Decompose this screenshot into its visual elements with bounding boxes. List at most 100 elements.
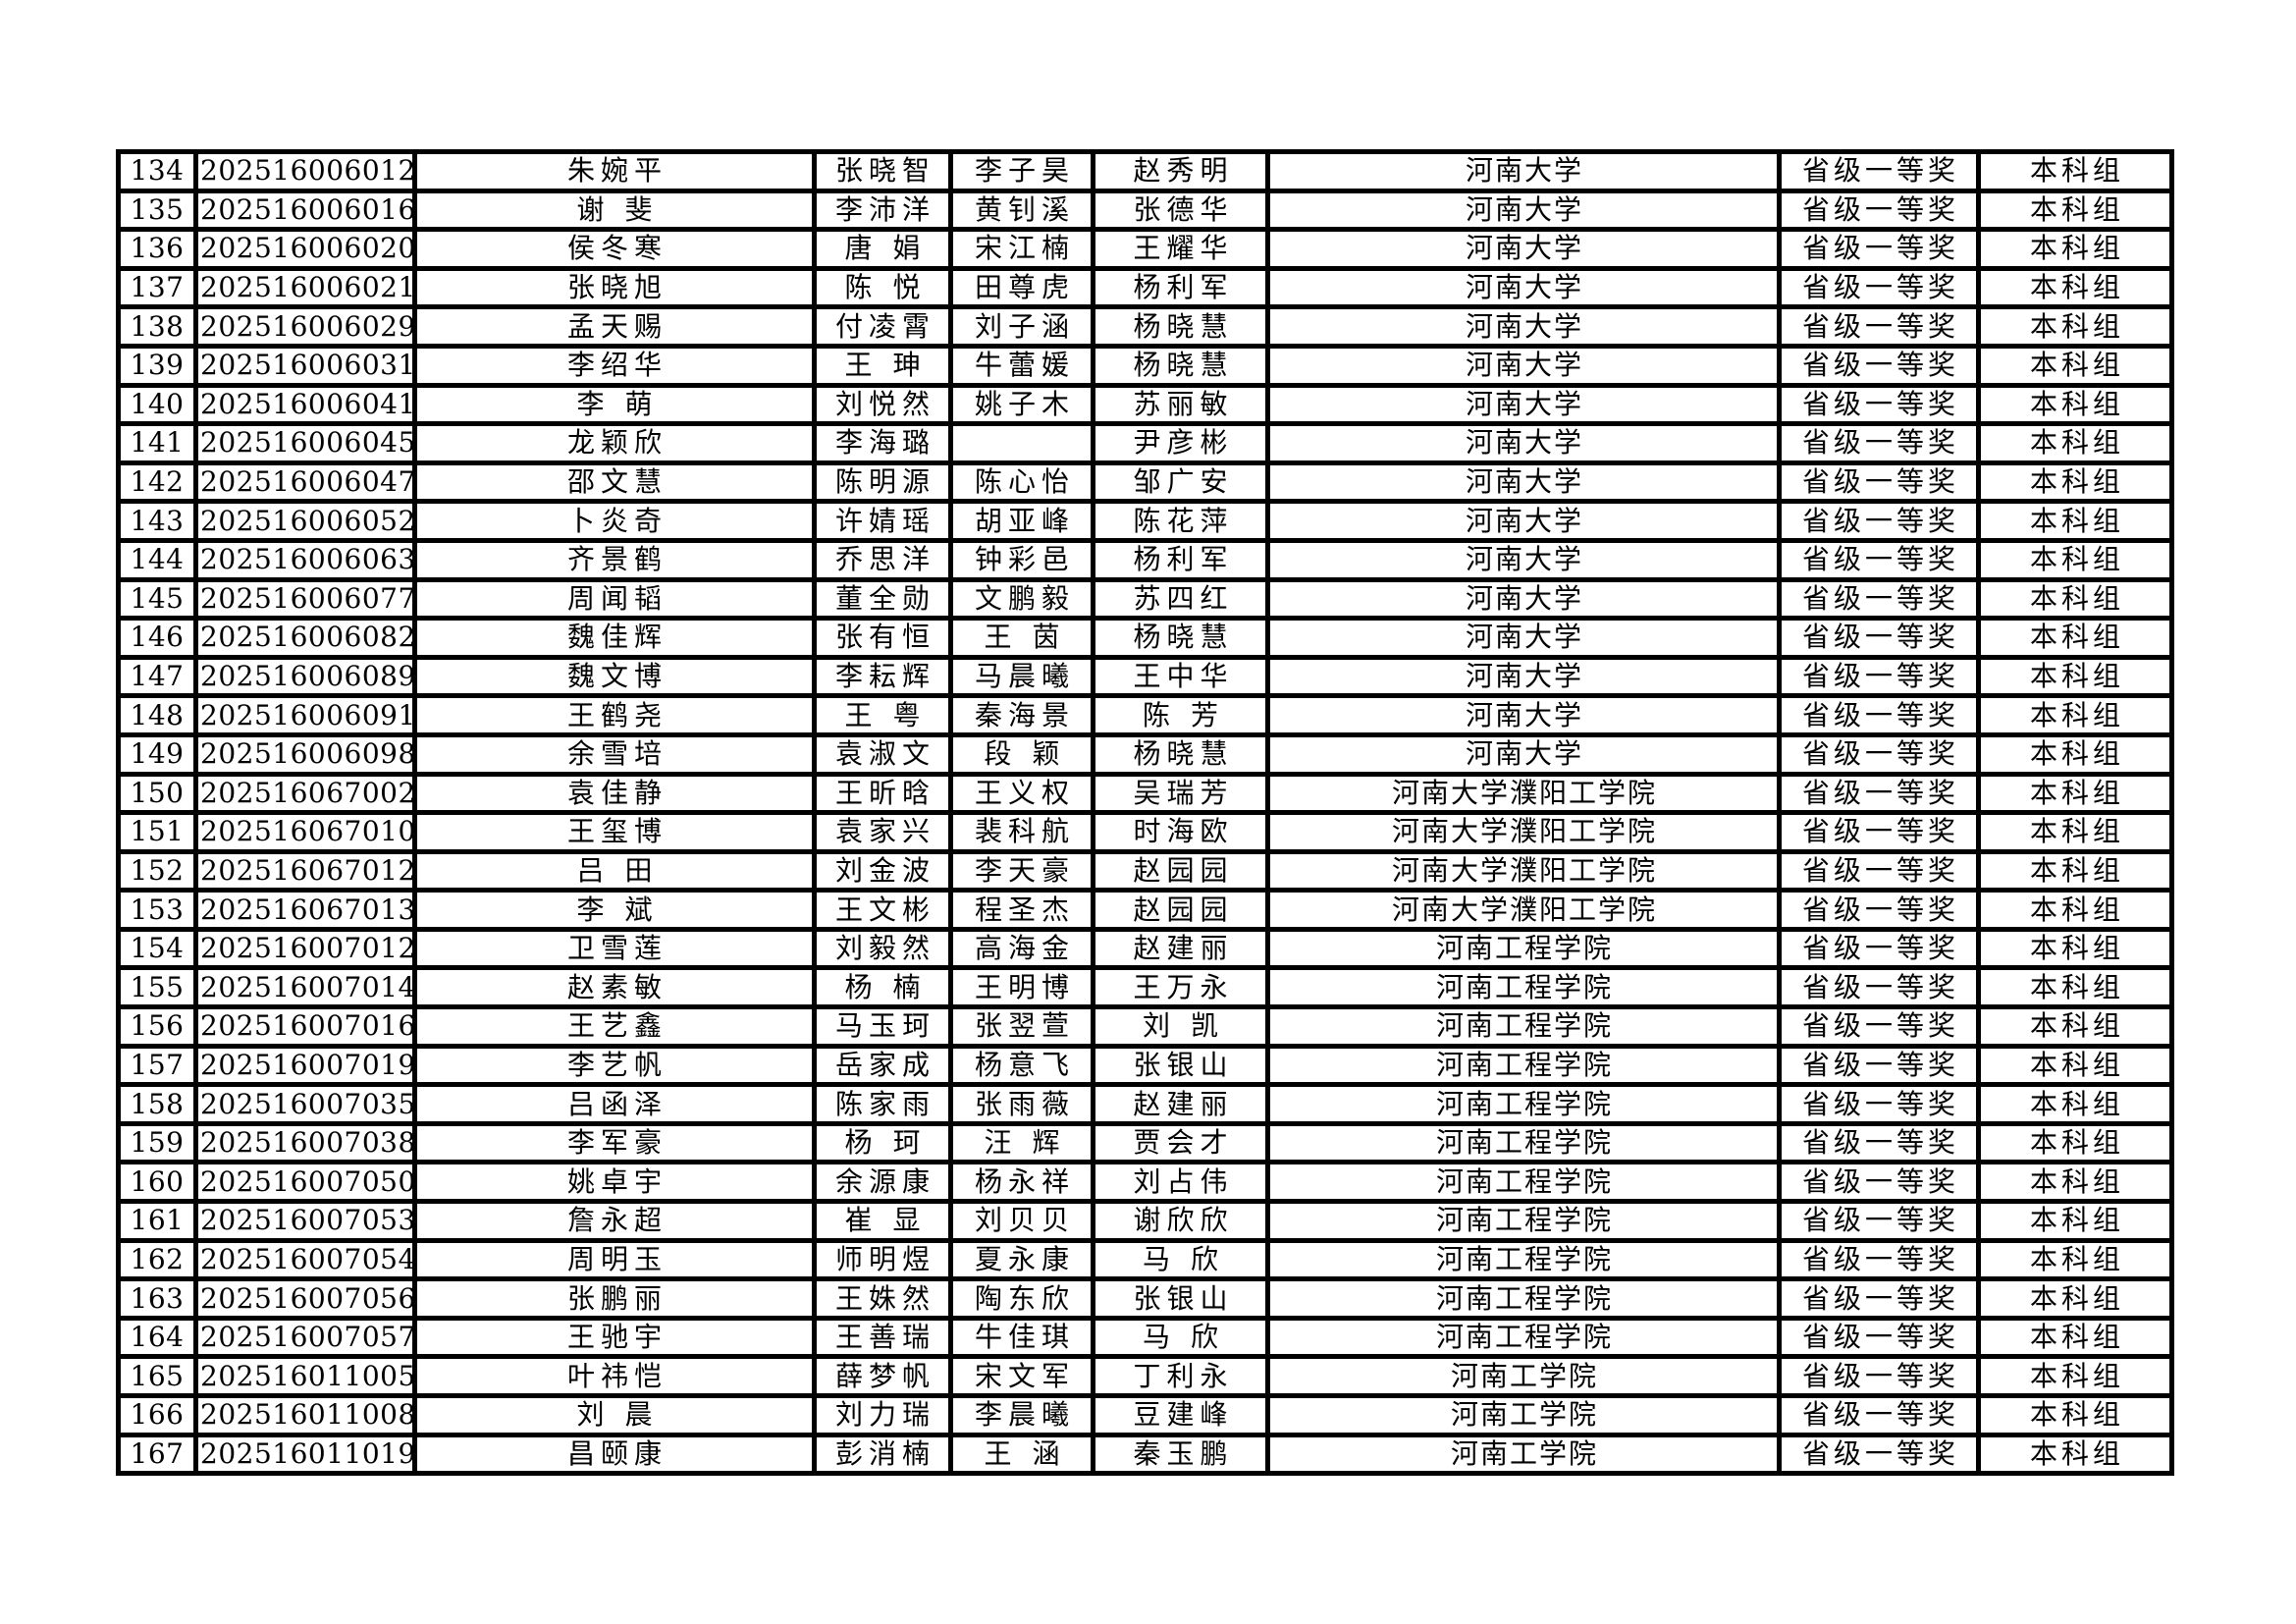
cell-reg_id: 202516006021 — [193, 265, 417, 310]
cell-school: 河南工程学院 — [1265, 1315, 1782, 1360]
award-table-body: 134 202516006012 朱婉平 张晓智 李子昊 赵秀明 河南大学 省级一等奖 本科组 1… — [116, 149, 2174, 1477]
cell-teacher: 苏四红 — [1091, 576, 1270, 622]
cell-reg_id: 202516006077 — [193, 576, 417, 622]
table-row: 145 202516006077 周闻韬 董全勋 文鹏毅 苏四红 河南大学 省级一等奖 本科组 — [116, 576, 2174, 622]
cell-member2: 王昕晗 — [812, 771, 953, 816]
cell-no: 146 — [116, 616, 198, 660]
cell-member2: 薛梦帆 — [812, 1354, 953, 1398]
cell-member1: 李 斌 — [412, 888, 817, 932]
cell-teacher: 杨利军 — [1091, 537, 1270, 582]
cell-reg_id: 202516006031 — [193, 343, 417, 388]
cell-award: 省级一等奖 — [1777, 810, 1981, 854]
cell-school: 河南大学濮阳工学院 — [1265, 888, 1782, 932]
cell-member1: 吕 田 — [412, 848, 817, 893]
cell-no: 140 — [116, 382, 198, 427]
cell-member3: 高海金 — [948, 926, 1095, 971]
cell-award: 省级一等奖 — [1777, 616, 1981, 660]
cell-reg_id: 202516007053 — [193, 1199, 417, 1243]
cell-member1: 谢 斐 — [412, 188, 817, 233]
table-row: 156 202516007016 王艺鑫 马玉珂 张翌萱刘 凯河南工程学院 省级一等奖 本科… — [116, 1004, 2174, 1049]
cell-reg_id: 202516006016 — [193, 188, 417, 233]
cell-school: 河南工程学院 — [1265, 1004, 1782, 1049]
cell-member2: 袁家兴 — [812, 810, 953, 854]
cell-member1: 齐景鹤 — [412, 537, 817, 582]
cell-reg_id: 202516011008 — [193, 1393, 417, 1437]
table-row: 152 202516067012 吕 田刘金波 李天豪 赵园园 河南大学濮阳工学院 省级一等… — [116, 848, 2174, 893]
cell-award: 省级一等奖 — [1777, 1237, 1981, 1282]
cell-group: 本科组 — [1976, 616, 2174, 660]
cell-school: 河南大学 — [1265, 304, 1782, 349]
cell-member3: 姚子木 — [948, 382, 1095, 427]
cell-member2: 刘力瑞 — [812, 1393, 953, 1437]
cell-teacher: 苏丽敏 — [1091, 382, 1270, 427]
cell-reg_id: 202516006098 — [193, 731, 417, 777]
cell-member3: 黄钊溪 — [948, 188, 1095, 233]
cell-school: 河南工程学院 — [1265, 1160, 1782, 1205]
cell-reg_id: 202516006063 — [193, 537, 417, 582]
cell-award: 省级一等奖 — [1777, 1160, 1981, 1205]
cell-member2: 张晓智 — [812, 149, 953, 193]
cell-award: 省级一等奖 — [1777, 1354, 1981, 1398]
cell-school: 河南大学 — [1265, 188, 1782, 233]
cell-no: 152 — [116, 848, 198, 893]
table-row: 161 202516007053 詹永超崔 显刘贝贝 谢欣欣 河南工程学院 省级一等奖 本科… — [116, 1199, 2174, 1243]
cell-group: 本科组 — [1976, 1432, 2174, 1477]
cell-member1: 昌颐康 — [412, 1432, 817, 1477]
cell-no: 167 — [116, 1432, 198, 1477]
cell-reg_id: 202516006089 — [193, 654, 417, 699]
cell-member2: 李沛洋 — [812, 188, 953, 233]
cell-member2: 李海璐 — [812, 421, 953, 465]
cell-no: 149 — [116, 731, 198, 777]
cell-member3: 杨意飞 — [948, 1043, 1095, 1088]
cell-member1: 龙颖欣 — [412, 421, 817, 465]
cell-group: 本科组 — [1976, 149, 2174, 193]
cell-award: 省级一等奖 — [1777, 537, 1981, 582]
cell-member2: 王文彬 — [812, 888, 953, 932]
cell-member3: 陈心怡 — [948, 460, 1095, 505]
cell-award: 省级一等奖 — [1777, 926, 1981, 971]
cell-member2: 杨 楠 — [812, 965, 953, 1010]
cell-group: 本科组 — [1976, 1004, 2174, 1049]
cell-no: 135 — [116, 188, 198, 233]
cell-member1: 刘 晨 — [412, 1393, 817, 1437]
cell-member2: 岳家成 — [812, 1043, 953, 1088]
cell-member3: 李子昊 — [948, 149, 1095, 193]
table-row: 137 202516006021 张晓旭陈 悦田尊虎 杨利军 河南大学 省级一等奖 本科组 — [116, 265, 2174, 310]
cell-member1: 卜炎奇 — [412, 499, 817, 543]
cell-member1: 周明玉 — [412, 1237, 817, 1282]
cell-member3: 刘子涵 — [948, 304, 1095, 349]
cell-no: 161 — [116, 1199, 198, 1243]
cell-reg_id: 202516006082 — [193, 616, 417, 660]
cell-award: 省级一等奖 — [1777, 1004, 1981, 1049]
cell-member2: 王善瑞 — [812, 1315, 953, 1360]
cell-no: 154 — [116, 926, 198, 971]
cell-no: 163 — [116, 1276, 198, 1321]
cell-teacher: 尹彦彬 — [1091, 421, 1270, 465]
cell-member3: 田尊虎 — [948, 265, 1095, 310]
table-row: 167 202516011019 昌颐康 彭消楠王 涵秦玉鹏 河南工学院 省级一等奖 本科组 — [116, 1432, 2174, 1477]
table-row: 165 202516011005 叶祎恺 薛梦帆 宋文军 丁利永 河南工学院 省级一等奖 本科组 — [116, 1354, 2174, 1398]
cell-no: 164 — [116, 1315, 198, 1360]
cell-school: 河南工学院 — [1265, 1354, 1782, 1398]
cell-member1: 李绍华 — [412, 343, 817, 388]
cell-award: 省级一等奖 — [1777, 460, 1981, 505]
cell-reg_id: 202516067010 — [193, 810, 417, 854]
cell-group: 本科组 — [1976, 537, 2174, 582]
cell-reg_id: 202516006045 — [193, 421, 417, 465]
cell-teacher: 张银山 — [1091, 1276, 1270, 1321]
cell-group: 本科组 — [1976, 576, 2174, 622]
cell-teacher: 丁利永 — [1091, 1354, 1270, 1398]
cell-reg_id: 202516006047 — [193, 460, 417, 505]
cell-teacher: 时海欧 — [1091, 810, 1270, 854]
cell-no: 143 — [116, 499, 198, 543]
cell-reg_id: 202516007016 — [193, 1004, 417, 1049]
cell-member1: 魏文博 — [412, 654, 817, 699]
cell-group: 本科组 — [1976, 965, 2174, 1010]
cell-teacher: 赵建丽 — [1091, 926, 1270, 971]
cell-member1: 李 萌 — [412, 382, 817, 427]
cell-award: 省级一等奖 — [1777, 421, 1981, 465]
table-row: 134 202516006012 朱婉平 张晓智 李子昊 赵秀明 河南大学 省级一等奖 本科组 — [116, 149, 2174, 193]
cell-member1: 王玺博 — [412, 810, 817, 854]
cell-school: 河南工程学院 — [1265, 1120, 1782, 1165]
cell-no: 138 — [116, 304, 198, 349]
